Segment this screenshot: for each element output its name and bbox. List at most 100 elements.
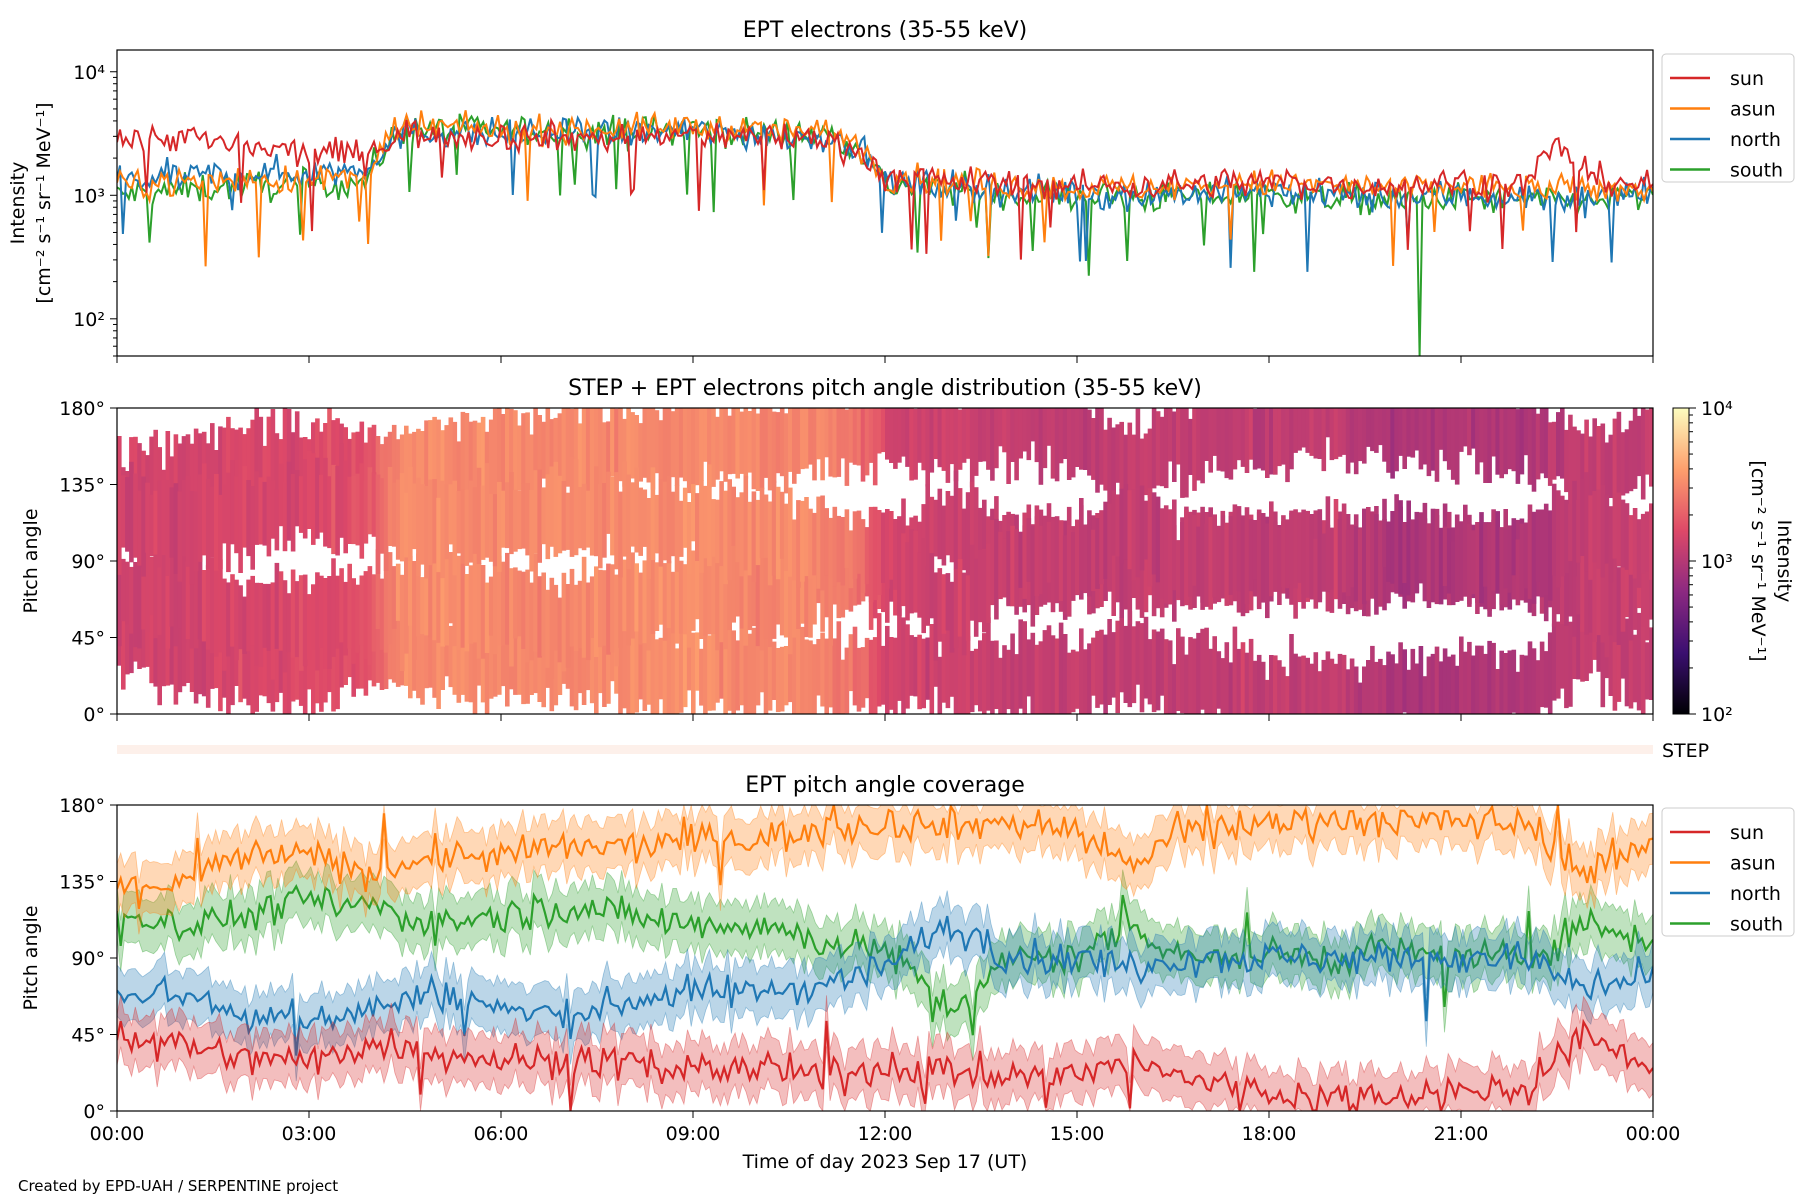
pad-cell xyxy=(1430,653,1436,714)
pad-cell xyxy=(468,421,474,499)
pad-cell xyxy=(521,571,526,649)
pad-cell xyxy=(881,408,886,453)
panel1-ylabel-units: [cm⁻² s⁻¹ sr⁻¹ MeV⁻¹] xyxy=(33,102,55,303)
pad-cell xyxy=(464,617,470,702)
pad-cell xyxy=(1002,645,1007,714)
pad-cell xyxy=(428,420,433,508)
pad-cell xyxy=(1281,521,1286,587)
pad-cell xyxy=(743,408,749,479)
pad-cell xyxy=(383,553,389,653)
pad-cell xyxy=(929,496,935,583)
pad-cell xyxy=(501,414,506,509)
legend-box xyxy=(1661,53,1795,183)
pad-cell xyxy=(1232,504,1238,602)
pad-cell xyxy=(1531,511,1537,604)
pad-cell xyxy=(1313,538,1319,609)
pad-cell xyxy=(1297,656,1302,714)
pad-cell xyxy=(553,461,559,557)
pad-cell xyxy=(448,484,454,545)
pad-cell xyxy=(1341,408,1347,455)
pad-cell xyxy=(602,422,607,484)
pad-cell xyxy=(804,408,809,469)
pad-cell xyxy=(1313,408,1319,459)
pad-cell xyxy=(1414,408,1420,451)
pad-cell xyxy=(1054,408,1060,482)
series-sun-line xyxy=(117,117,1653,260)
pad-cell xyxy=(1176,628,1181,711)
pad-cell xyxy=(1475,408,1480,475)
pad-cell xyxy=(1151,629,1157,713)
pad-cell xyxy=(1046,408,1052,446)
pad-cell xyxy=(226,472,231,573)
pad-cell xyxy=(181,541,187,643)
pad-cell xyxy=(585,490,591,548)
pad-cell xyxy=(775,648,781,713)
pad-cell xyxy=(290,633,296,702)
ytick-label: 90° xyxy=(71,551,105,573)
pad-cell xyxy=(1511,649,1517,713)
pad-cell xyxy=(994,518,999,620)
xtick-label: 00:00 xyxy=(90,1123,145,1145)
pad-cell xyxy=(1260,408,1266,471)
pad-cell xyxy=(678,625,684,713)
pad-cell xyxy=(1628,515,1634,575)
pad-cell xyxy=(1135,408,1141,490)
pad-cell xyxy=(1289,513,1294,585)
pad-cell xyxy=(1394,494,1399,594)
pad-cell xyxy=(1390,654,1395,714)
pad-cell xyxy=(727,415,732,475)
pad-cell xyxy=(589,408,595,499)
pad-cell xyxy=(876,510,882,595)
pad-cell xyxy=(270,582,276,680)
pad-cell xyxy=(1446,656,1452,714)
pad-cell xyxy=(125,477,130,552)
pad-cell xyxy=(266,625,272,704)
pad-cell xyxy=(1620,538,1626,632)
panel1-title: EPT electrons (35-55 keV) xyxy=(743,18,1028,43)
pad-cell xyxy=(982,499,987,578)
pad-cell xyxy=(521,624,526,705)
pad-cell xyxy=(1188,418,1193,475)
pad-cell xyxy=(682,564,688,635)
pad-cell xyxy=(674,408,680,486)
pad-cell xyxy=(905,408,910,467)
pad-cell xyxy=(177,564,183,629)
pad-cell xyxy=(881,512,886,583)
pad-cell xyxy=(302,574,308,667)
pad-cell xyxy=(775,562,781,625)
pad-cell xyxy=(1054,516,1060,604)
pad-cell xyxy=(1184,509,1189,606)
pad-cell xyxy=(327,408,332,506)
pad-cell xyxy=(703,485,708,559)
pad-cell xyxy=(1200,628,1205,710)
pad-cell xyxy=(153,602,158,687)
pad-cell xyxy=(662,638,668,714)
pad-cell xyxy=(258,582,264,668)
pad-cell xyxy=(1349,658,1355,714)
pad-cell xyxy=(1172,664,1177,714)
pad-cell xyxy=(986,543,991,623)
pad-cell xyxy=(1430,508,1436,603)
pad-cell xyxy=(1596,610,1601,672)
pad-cell xyxy=(1649,503,1653,580)
x-axis-label: Time of day 2023 Sep 17 (UT) xyxy=(742,1151,1028,1173)
pad-cell xyxy=(808,640,813,714)
pad-cell xyxy=(319,474,324,533)
pad-cell xyxy=(1467,641,1472,714)
pad-cell xyxy=(428,479,433,566)
pad-cell xyxy=(872,408,878,486)
legend-box xyxy=(1661,807,1795,937)
pad-cell xyxy=(254,629,259,712)
pad-cell xyxy=(125,561,130,625)
pad-cell xyxy=(444,619,449,677)
pad-cell xyxy=(1240,642,1246,714)
pad-cell xyxy=(1321,408,1327,472)
pad-cell xyxy=(1075,408,1080,467)
pad-cell xyxy=(1119,617,1124,693)
pad-cell xyxy=(775,412,781,474)
pad-cell xyxy=(1463,504,1468,597)
pad-cell xyxy=(642,408,648,478)
pad-cell xyxy=(1305,657,1310,714)
pad-cell xyxy=(1062,535,1068,615)
pad-cell xyxy=(1499,408,1504,479)
